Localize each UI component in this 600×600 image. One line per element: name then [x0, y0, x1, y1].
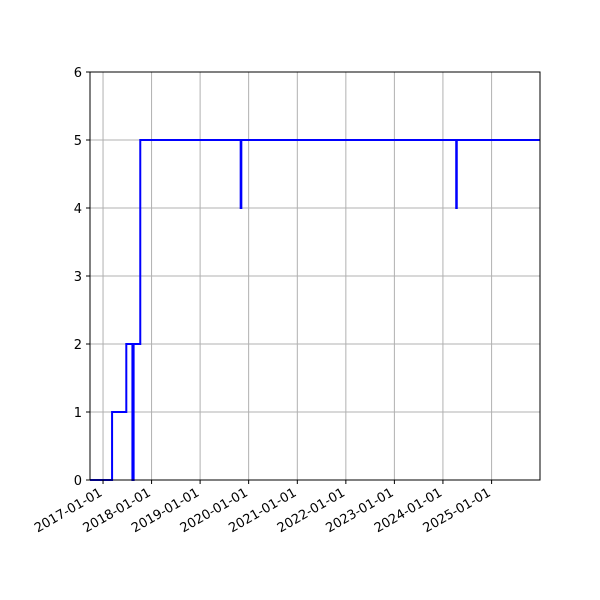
- y-tick-label: 4: [74, 202, 82, 217]
- series-line: [90, 139, 540, 481]
- y-tick-label: 2: [74, 338, 82, 353]
- y-axis: 0 1 2 3 4 5 6: [74, 66, 90, 489]
- y-tick-label: 5: [74, 134, 82, 149]
- y-tick-label: 6: [74, 66, 82, 81]
- y-tick-label: 3: [74, 270, 82, 285]
- series-layer: [90, 139, 540, 481]
- y-tick-label: 0: [74, 474, 82, 489]
- y-tick-label: 1: [74, 406, 82, 421]
